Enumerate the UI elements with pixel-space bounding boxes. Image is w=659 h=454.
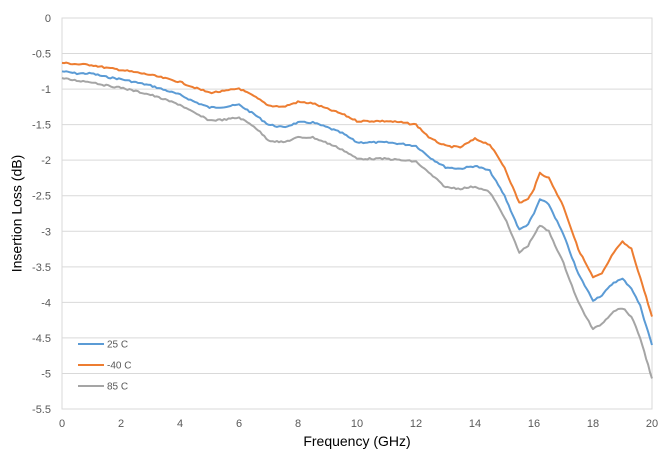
x-tick-label: 6 — [236, 418, 242, 430]
x-tick-label: 14 — [469, 418, 481, 430]
x-tick-label: 10 — [351, 418, 363, 430]
y-tick-label: 0 — [45, 13, 51, 25]
x-tick-label: 18 — [587, 418, 599, 430]
y-tick-label: -5.5 — [32, 404, 51, 416]
y-tick-label: -2.5 — [32, 191, 51, 203]
plot-area-frame — [61, 17, 653, 410]
legend-label: 85 C — [107, 382, 128, 393]
x-tick-label: 0 — [59, 418, 65, 430]
y-tick-label: -2 — [41, 155, 51, 167]
x-tick-label: 16 — [528, 418, 540, 430]
y-tick-label: -1.5 — [32, 120, 51, 132]
y-tick-label: -4.5 — [32, 333, 51, 345]
x-tick-label: 2 — [118, 418, 124, 430]
y-tick-label: -5 — [41, 368, 51, 380]
y-axis-title: Insertion Loss (dB) — [9, 155, 25, 273]
legend: 25 C -40 C 85 C — [78, 340, 131, 393]
y-tick-label: -3.5 — [32, 262, 51, 274]
series-line — [61, 70, 653, 346]
x-tick-label: 4 — [177, 418, 183, 430]
legend-label: -40 C — [107, 361, 131, 372]
series-line — [61, 61, 653, 317]
series-line — [61, 77, 653, 379]
grid-lines — [62, 17, 652, 410]
y-tick-label: -4 — [41, 297, 51, 309]
x-tick-label: 12 — [410, 418, 422, 430]
y-tick-labels: 0 -0.5 -1 -1.5 -2 -2.5 -3 -3.5 -4 -4.5 -5 -5.5 — [32, 13, 51, 416]
x-tick-labels: 0 2 4 6 8 10 12 14 16 18 20 — [59, 418, 658, 430]
series-lines — [61, 61, 653, 379]
y-tick-label: -3 — [41, 226, 51, 238]
y-tick-label: -1 — [41, 84, 51, 96]
x-tick-label: 8 — [295, 418, 301, 430]
x-axis-title: Frequency (GHz) — [303, 433, 410, 449]
y-tick-label: -0.5 — [32, 49, 51, 61]
x-tick-label: 20 — [646, 418, 658, 430]
legend-label: 25 C — [107, 340, 128, 351]
